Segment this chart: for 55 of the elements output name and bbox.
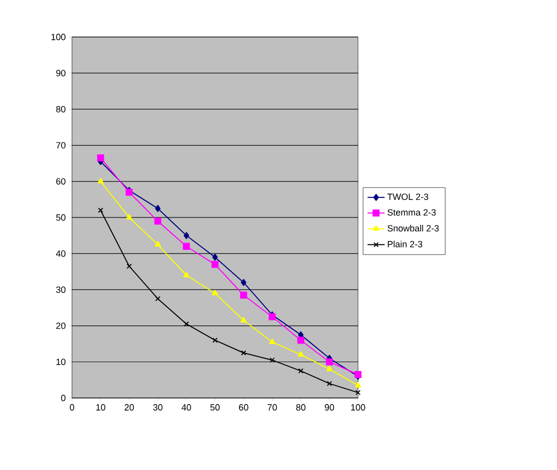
point xyxy=(155,204,161,212)
x-tick-label: 20 xyxy=(124,404,134,411)
point xyxy=(184,232,190,240)
x-tick-label: 80 xyxy=(296,404,306,411)
point xyxy=(298,351,304,357)
point xyxy=(326,358,333,366)
point xyxy=(212,260,219,268)
point xyxy=(240,278,246,286)
x-tick-label: 10 xyxy=(96,404,106,411)
y-tick-label: 100 xyxy=(51,34,66,40)
point xyxy=(154,218,162,225)
point xyxy=(240,316,247,322)
x-tick-label: 50 xyxy=(210,404,220,411)
y-tick-label: 10 xyxy=(56,358,66,366)
legend-label: TWOL 2-3 xyxy=(387,194,428,200)
y-tick-label: 50 xyxy=(56,214,66,221)
point xyxy=(212,254,218,261)
point xyxy=(354,382,362,388)
x-tick-label: 40 xyxy=(182,404,192,411)
y-tick-label: 30 xyxy=(56,286,66,293)
point xyxy=(97,154,104,162)
x-tick-label: 90 xyxy=(324,404,334,411)
x-tick-label: 0 xyxy=(70,404,74,411)
y-tick-label: 0 xyxy=(61,394,66,402)
point xyxy=(182,242,190,250)
y-tick-label: 20 xyxy=(56,322,66,329)
point xyxy=(298,368,304,374)
point xyxy=(240,292,248,299)
y-tick-label: 60 xyxy=(56,178,66,185)
legend-label: Snowball 2-3 xyxy=(388,224,439,232)
point xyxy=(126,214,132,220)
legend-label: Stemma 2-3 xyxy=(388,209,436,216)
x-tick-label: 60 xyxy=(239,404,248,411)
y-tick-label: 40 xyxy=(56,250,66,257)
point xyxy=(326,366,332,372)
y-tick-label: 70 xyxy=(56,142,66,148)
x-tick-label: 30 xyxy=(153,404,162,411)
point xyxy=(183,272,190,278)
point xyxy=(126,264,132,269)
point xyxy=(184,321,190,327)
legend-label: Plain 2-3 xyxy=(388,240,422,248)
point xyxy=(270,357,275,363)
x-tick-label: 100 xyxy=(351,404,366,411)
point xyxy=(297,336,304,344)
x-tick-label: 70 xyxy=(268,404,277,411)
point xyxy=(212,338,218,343)
point xyxy=(240,350,246,356)
y-tick-label: 80 xyxy=(56,106,66,112)
y-tick-label: 90 xyxy=(56,70,66,76)
point xyxy=(326,380,332,386)
point xyxy=(269,338,276,344)
point xyxy=(212,290,218,296)
point xyxy=(154,241,161,247)
point xyxy=(98,178,104,184)
point xyxy=(155,296,160,302)
